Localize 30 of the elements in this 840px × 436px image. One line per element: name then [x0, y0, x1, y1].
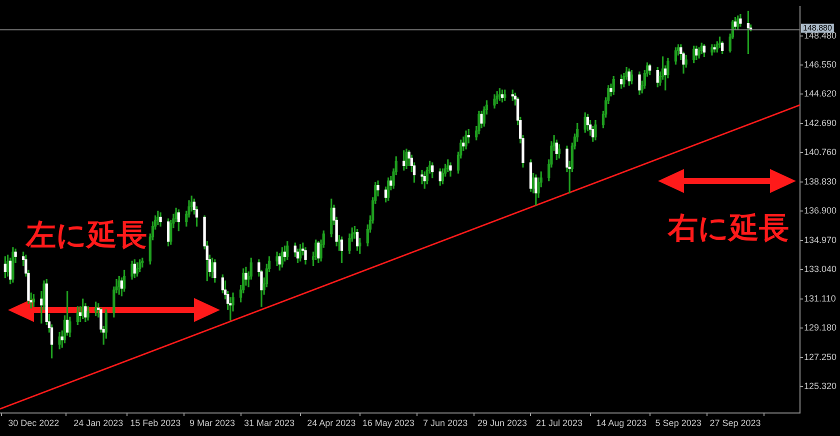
x-tick-label: 24 Jan 2023 — [74, 418, 124, 428]
y-tick-label: 146.550 — [804, 59, 837, 70]
x-tick-label: 21 Jul 2023 — [536, 418, 582, 428]
x-tick-label: 15 Feb 2023 — [130, 418, 181, 428]
y-tick-label: 127.250 — [804, 352, 837, 362]
x-tick-label: 29 Jun 2023 — [477, 418, 528, 428]
annotation: 左に延長 — [26, 218, 147, 253]
x-tick-label: 7 Jun 2023 — [423, 418, 468, 428]
annotation: 右に延長 — [668, 211, 789, 246]
y-tick-label: 134.970 — [804, 234, 837, 245]
x-tick-label: 30 Dec 2022 — [8, 418, 60, 428]
y-tick-label: 144.620 — [804, 88, 837, 99]
ref-line-label: 148.880 — [803, 23, 832, 32]
candlestick — [713, 44, 716, 52]
y-tick-label: 131.110 — [804, 293, 836, 304]
y-tick-label: 136.900 — [804, 206, 837, 216]
x-tick-label: 31 Mar 2023 — [244, 418, 295, 428]
y-tick-label: 148.480 — [804, 30, 837, 40]
y-tick-label: 140.760 — [804, 147, 837, 158]
y-tick-label: 142.690 — [804, 118, 837, 128]
y-tick-label: 125.320 — [804, 380, 837, 391]
x-tick-label: 24 Apr 2023 — [307, 418, 356, 428]
x-tick-label: 5 Sep 2023 — [655, 418, 702, 428]
x-tick-label: 16 May 2023 — [362, 418, 414, 428]
x-tick-label: 9 Mar 2023 — [190, 418, 236, 428]
y-tick-label: 138.830 — [804, 176, 837, 186]
y-tick-label: 129.180 — [804, 322, 837, 333]
y-tick-label: 133.040 — [804, 264, 837, 274]
x-tick-label: 27 Sep 2023 — [710, 418, 761, 428]
x-tick-label: 14 Aug 2023 — [596, 418, 647, 428]
